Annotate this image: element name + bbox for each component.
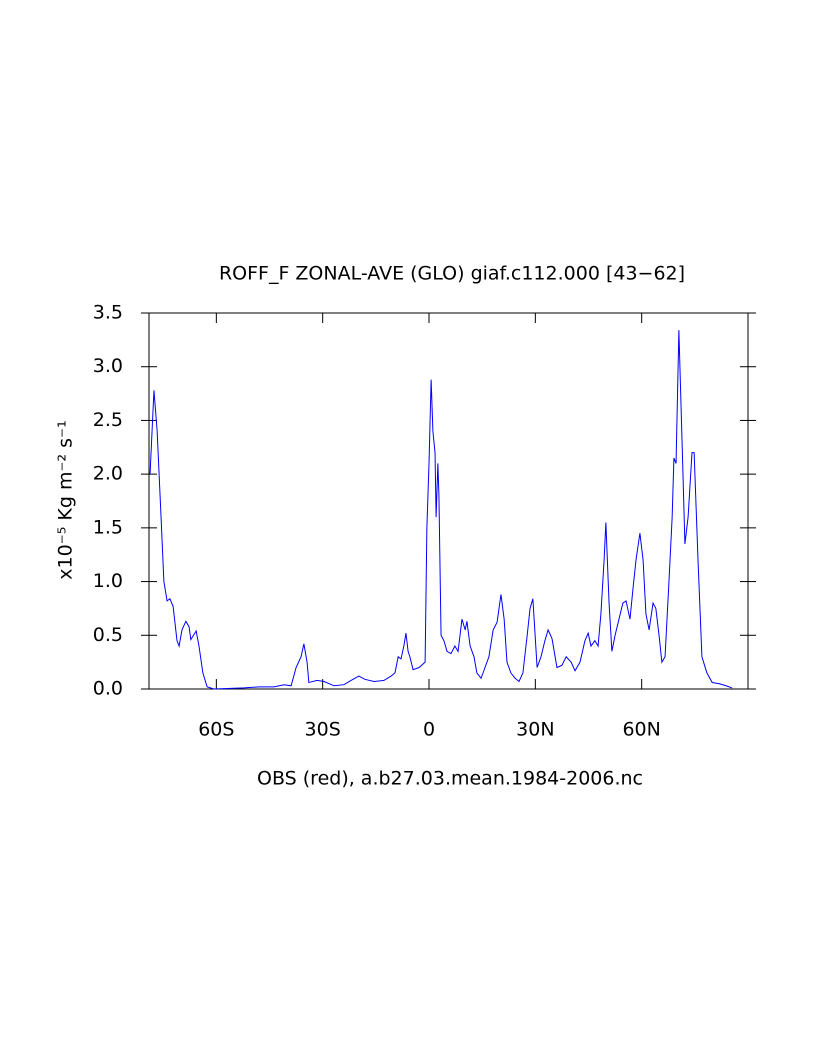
y-tick-label: 1.5 (93, 516, 123, 538)
x-tick-label: 30N (516, 719, 554, 741)
y-tick-label: 2.0 (93, 463, 123, 485)
y-tick-label: 3.5 (93, 302, 123, 324)
x-tick-label: 60N (622, 719, 660, 741)
chart-title: ROFF_F ZONAL-AVE (GLO) giaf.c112.000 [43… (219, 263, 685, 285)
x-tick-label: 30S (305, 719, 341, 741)
y-tick-label: 0.5 (93, 624, 123, 646)
y-tick-label: 1.0 (93, 570, 123, 592)
x-tick-label: 60S (198, 719, 234, 741)
y-axis-label: x10⁻⁵ Kg m⁻² s⁻¹ (55, 420, 77, 579)
x-axis-label: OBS (red), a.b27.03.mean.1984-2006.nc (257, 768, 643, 790)
plot-frame (148, 312, 749, 690)
y-tick-label: 0.0 (93, 678, 123, 700)
y-tick-label: 2.5 (93, 409, 123, 431)
y-tick-label: 3.0 (93, 355, 123, 377)
x-tick-label: 0 (423, 719, 435, 741)
data-line (149, 330, 733, 690)
